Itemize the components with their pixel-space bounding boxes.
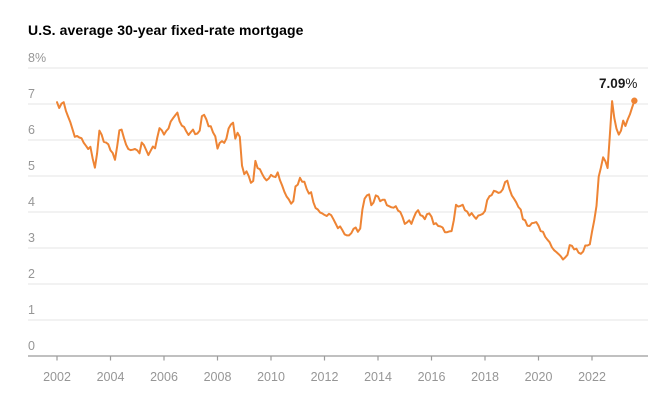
y-tick-label: 4 [28,195,35,209]
x-tick-label: 2020 [525,370,553,384]
x-tick-label: 2016 [418,370,446,384]
x-tick-label: 2004 [97,370,125,384]
series-line [56,99,636,261]
y-tick-label: 8% [28,51,46,65]
x-tick-label: 2008 [204,370,232,384]
x-tick-label: 2006 [150,370,178,384]
chart-title: U.S. average 30-year fixed-rate mortgage [28,22,304,38]
latest-value-dot [631,97,638,104]
value-annotation: 7.09% [599,76,637,91]
x-axis-labels: 2002 2004 2006 2008 2010 2012 2014 2016 2018 2020… [43,370,606,384]
y-tick-label: 2 [28,267,35,281]
x-tick-label: 2002 [43,370,71,384]
y-tick-label: 1 [28,303,35,317]
y-tick-label: 3 [28,231,35,245]
y-tick-label: 6 [28,123,35,137]
latest-value-label: 7.09% [599,76,637,91]
mortgage-rate-line [56,99,636,261]
y-tick-label: 5 [28,159,35,173]
y-tick-label: 0 [28,339,35,353]
x-tick-label: 2010 [257,370,285,384]
gridlines [28,67,648,321]
series-end-dot [631,97,638,104]
x-tick-label: 2012 [311,370,339,384]
x-tick-label: 2018 [471,370,499,384]
x-tick-label: 2014 [364,370,392,384]
x-tick-label: 2022 [578,370,606,384]
x-axis [28,355,648,361]
y-tick-label: 7 [28,87,35,101]
y-axis-labels: 0 1 2 3 4 5 6 7 8% [28,51,46,353]
